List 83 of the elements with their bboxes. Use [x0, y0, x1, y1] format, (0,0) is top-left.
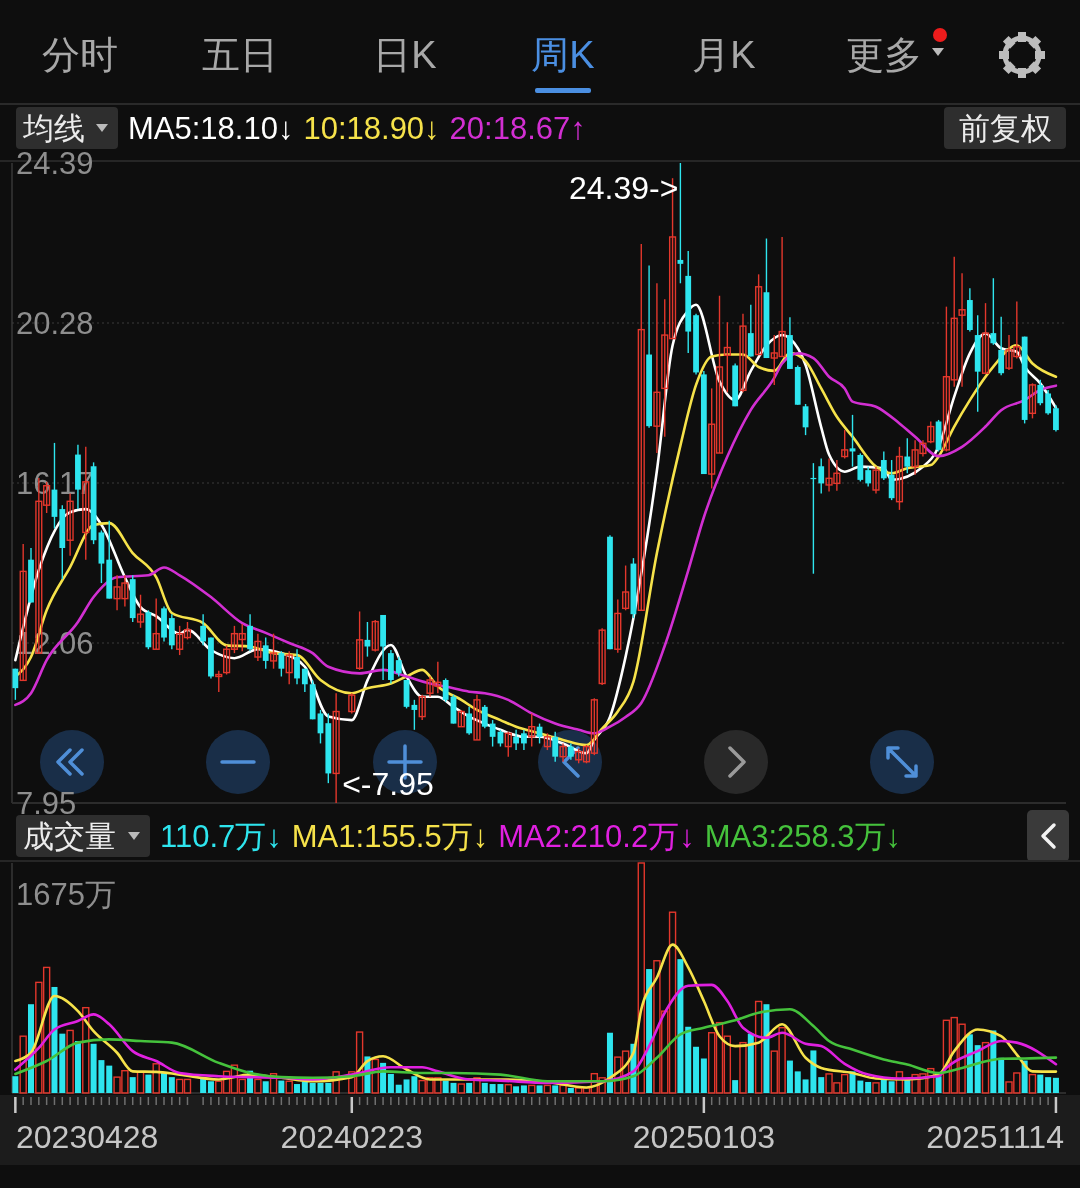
- candlestick: [865, 465, 872, 488]
- candlestick: [418, 694, 426, 721]
- candlestick: [637, 243, 645, 611]
- text: 20:18.67↑: [449, 111, 586, 146]
- candlestick: [285, 650, 293, 685]
- x-tick-label: 20230428: [16, 1119, 159, 1155]
- y-tick-label: 7.95: [16, 786, 77, 821]
- candlestick: [411, 699, 418, 731]
- annotation: 1675万: [16, 877, 116, 912]
- candlestick: [739, 312, 747, 393]
- text: MA5:18.10↓: [128, 111, 294, 146]
- candlestick: [888, 459, 895, 501]
- candlestick: [66, 492, 74, 557]
- candlestick: [262, 636, 269, 670]
- candlestick: [552, 731, 559, 763]
- candlestick: [677, 162, 684, 284]
- text: 110.7万↓: [160, 819, 282, 854]
- x-tick-label: 20240223: [280, 1119, 423, 1155]
- candlestick: [904, 437, 911, 474]
- candlestick: [818, 457, 825, 495]
- candlestick: [294, 648, 300, 685]
- text: 前复权: [958, 111, 1052, 146]
- candlestick: [528, 712, 536, 748]
- candlestick: [880, 450, 887, 481]
- candlestick: [990, 277, 997, 346]
- candlestick: [747, 304, 754, 358]
- candlestick: [247, 613, 253, 652]
- candlestick: [1037, 379, 1044, 406]
- candlestick: [598, 627, 606, 686]
- candlestick: [1053, 404, 1059, 433]
- x-tick-label: 20250103: [632, 1119, 776, 1155]
- annotation: <-7.95: [342, 766, 434, 802]
- y-tick-label: 24.39: [16, 146, 94, 181]
- text: MA3:258.3万↓: [704, 819, 902, 854]
- candlestick: [136, 594, 145, 629]
- candlestick: [998, 316, 1005, 376]
- text: 五日: [202, 34, 278, 76]
- candlestick: [723, 321, 731, 393]
- candlestick: [755, 273, 763, 356]
- candlestick: [872, 465, 880, 495]
- candlestick: [278, 650, 285, 678]
- candlestick: [927, 420, 935, 444]
- candlestick: [466, 706, 473, 736]
- candlestick: [473, 694, 481, 741]
- candlestick: [1028, 382, 1037, 420]
- x-tick-label: 20251114: [926, 1119, 1064, 1155]
- text: 日K: [373, 34, 437, 76]
- candlestick: [1045, 389, 1052, 416]
- text: MA2:210.2万↓: [498, 819, 695, 854]
- text: 月K: [692, 34, 756, 76]
- candlestick: [395, 655, 402, 678]
- candlestick: [653, 282, 661, 454]
- candlestick: [958, 272, 966, 388]
- candlestick: [254, 632, 262, 662]
- candlestick: [614, 598, 622, 654]
- text: 周K: [531, 34, 595, 76]
- candlestick: [12, 667, 19, 701]
- text: 10:18.90↓: [303, 111, 440, 146]
- candlestick: [332, 692, 340, 804]
- text: MA1:155.5万↓: [291, 819, 489, 854]
- candlestick: [371, 619, 379, 653]
- candlestick: [622, 564, 630, 611]
- candlestick: [981, 302, 990, 374]
- candlestick: [841, 429, 849, 460]
- candlestick: [513, 729, 519, 751]
- candlestick: [348, 692, 356, 715]
- y-tick-label: 20.28: [16, 306, 94, 341]
- legend-title: 成交量: [23, 819, 116, 854]
- text: 更多: [846, 34, 922, 76]
- candlestick: [356, 610, 364, 671]
- candlestick: [559, 742, 567, 763]
- candlestick: [152, 597, 160, 650]
- text: 分时: [42, 34, 118, 76]
- candlestick: [200, 613, 207, 647]
- candlestick: [481, 704, 488, 729]
- candlestick: [489, 719, 496, 748]
- candlestick: [364, 621, 371, 658]
- candlestick: [895, 446, 904, 511]
- candlestick: [269, 632, 278, 670]
- candlestick: [442, 677, 449, 703]
- legend-title: 均线: [22, 111, 85, 146]
- candlestick: [504, 731, 512, 758]
- candlestick: [521, 729, 527, 751]
